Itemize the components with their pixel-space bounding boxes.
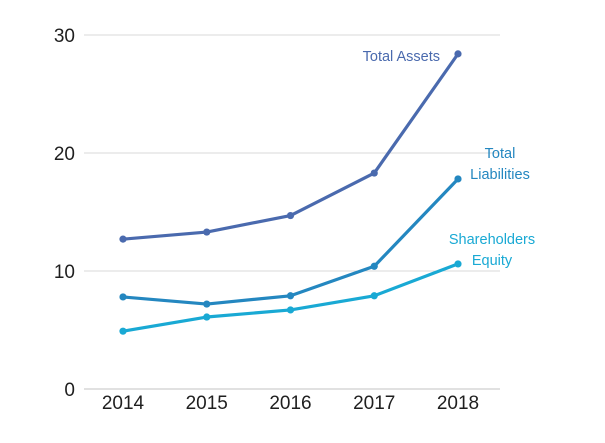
data-point-shareholders-equity-2017: [370, 292, 378, 300]
series-labels: Total Assets Total Liabilities Shareholders…: [363, 49, 536, 269]
grid-layer: [84, 34, 500, 390]
series-label-line: Equity: [472, 253, 513, 269]
y-tick-label: 30: [54, 26, 75, 47]
series-label-line: Total Assets: [363, 49, 440, 65]
series-label-line: Liabilities: [470, 167, 530, 183]
y-tick-label: 20: [54, 144, 75, 165]
series-label-line: Shareholders: [449, 232, 535, 248]
data-point-shareholders-equity-2015: [203, 313, 211, 321]
y-tick-label: 0: [64, 380, 75, 401]
data-point-total-assets-2015: [203, 228, 211, 236]
data-point-shareholders-equity-2016: [286, 306, 295, 314]
x-tick-label: 2014: [102, 393, 145, 414]
series-label-total-assets: Total Assets: [363, 49, 440, 65]
data-point-total-assets-2018: [454, 50, 462, 58]
series-layer: [119, 50, 462, 335]
data-point-total-liabilities-2018: [454, 175, 462, 183]
y-axis-ticks: 0 10 20 30: [54, 26, 75, 401]
data-point-total-liabilities-2017: [370, 262, 378, 270]
data-point-total-liabilities-2016: [286, 292, 295, 300]
data-point-total-assets-2014: [119, 235, 127, 243]
x-tick-label: 2016: [269, 393, 311, 414]
data-point-total-assets-2017: [370, 169, 378, 177]
x-tick-label: 2017: [353, 393, 395, 414]
x-tick-label: 2018: [437, 393, 479, 414]
x-tick-label: 2015: [186, 393, 228, 414]
data-point-total-liabilities-2014: [119, 293, 127, 301]
series-label-total-liabilities: Total Liabilities: [470, 146, 530, 183]
data-point-total-assets-2016: [286, 211, 295, 220]
x-axis-ticks: 2014 2015 2016 2017 2018: [102, 393, 479, 414]
series-line-total-assets: [121, 52, 460, 241]
series-label-shareholders-equity: Shareholders Equity: [449, 232, 535, 269]
series-label-line: Total: [485, 146, 516, 162]
data-point-shareholders-equity-2018: [454, 260, 462, 268]
series-line-total-liabilities: [121, 177, 460, 306]
data-point-shareholders-equity-2014: [119, 327, 127, 335]
data-point-total-liabilities-2015: [203, 300, 211, 308]
y-tick-label: 10: [54, 262, 75, 283]
